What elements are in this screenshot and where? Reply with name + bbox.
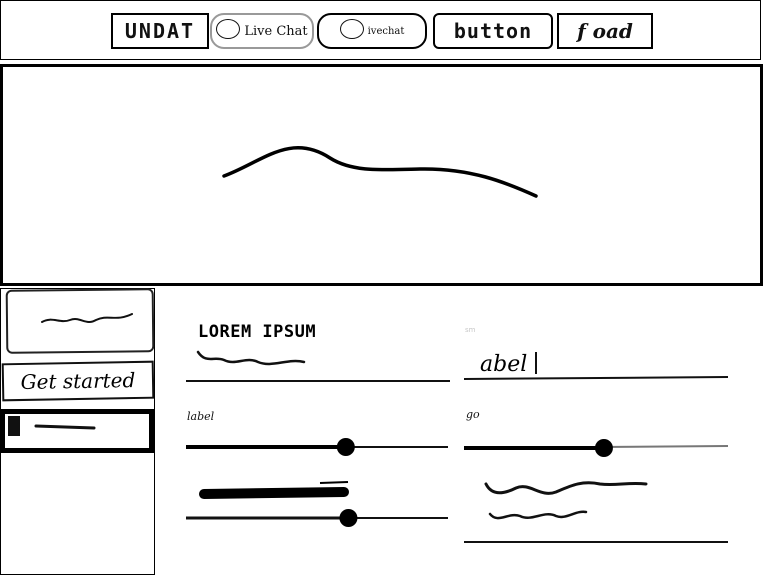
nav-button-label: f oad: [577, 19, 633, 43]
slider-label: go: [466, 408, 480, 421]
hero-panel: [0, 64, 763, 286]
slider-thumb: [336, 438, 355, 456]
nav-button-undat[interactable]: UNDAT: [111, 13, 209, 49]
nav-button-label: ivechat: [367, 25, 405, 37]
squiggle-icon: [488, 510, 588, 520]
nav-button-label: button: [453, 19, 533, 43]
slider-thumb: [339, 509, 358, 527]
squiggle-line-icon: [222, 146, 538, 198]
nav-button-button[interactable]: button: [433, 13, 553, 49]
slider-thumb: [594, 439, 613, 457]
input-label: sm: [465, 326, 476, 334]
chat-bubble-icon: [339, 19, 364, 39]
slider-control-3[interactable]: [464, 438, 728, 458]
text-input-value: abel: [480, 352, 528, 377]
text-line-icon: [8, 416, 20, 436]
nav-button-label: UNDAT: [124, 19, 196, 43]
nav-button-livechat[interactable]: ivechat: [317, 13, 427, 49]
field-underline: [463, 376, 729, 380]
chat-bubble-icon: [216, 19, 241, 39]
slider-label: label: [187, 410, 215, 423]
text-placeholder-bar: [199, 487, 349, 499]
sidebar-item-active[interactable]: [0, 409, 154, 453]
squiggle-icon: [41, 313, 133, 323]
nav-button-label: Live Chat: [244, 23, 308, 39]
header-bar: UNDAT Live Chat ivechat button f oad: [0, 0, 761, 60]
nav-button-live-chat[interactable]: Live Chat: [210, 13, 314, 49]
nav-button-load[interactable]: f oad: [557, 13, 653, 49]
form-heading: LOREM IPSUM: [198, 322, 317, 342]
squiggle-icon: [196, 350, 306, 366]
squiggle-icon: [484, 481, 648, 495]
